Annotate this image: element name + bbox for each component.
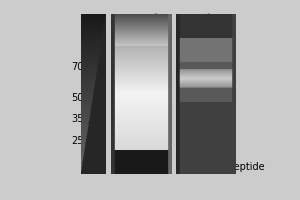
Text: Peptide: Peptide <box>228 162 265 172</box>
Text: HeLa: HeLa <box>193 10 214 32</box>
Text: 25: 25 <box>71 136 84 146</box>
Text: −: − <box>189 160 200 174</box>
Text: 70: 70 <box>72 62 84 72</box>
Text: 35: 35 <box>72 114 84 124</box>
Text: 50: 50 <box>72 93 84 103</box>
Text: +: + <box>137 160 149 174</box>
Text: HeLa: HeLa <box>140 10 162 32</box>
